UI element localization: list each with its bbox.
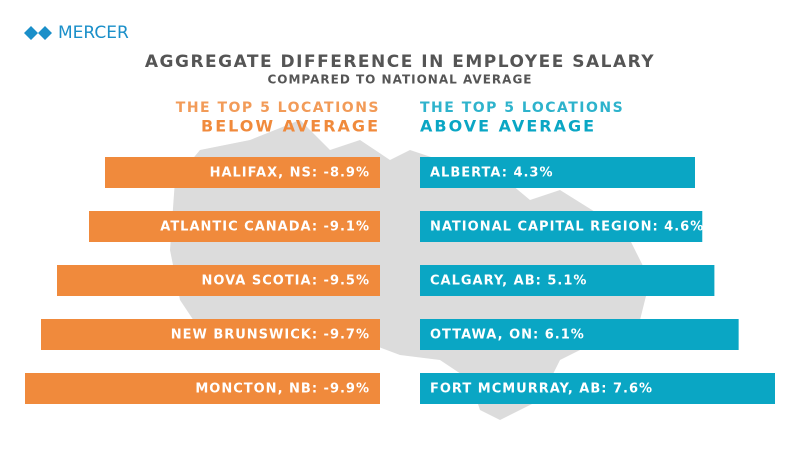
bar-label: ALBERTA: 4.3% [430, 166, 554, 181]
bar-label: OTTAWA, ON: 6.1% [430, 328, 585, 343]
bar [420, 211, 703, 242]
bar [420, 265, 715, 296]
bar-label: NEW BRUNSWICK: -9.7% [171, 328, 370, 343]
bar-label: CALGARY, AB: 5.1% [430, 274, 587, 289]
series-name: BELOW AVERAGE [201, 117, 380, 136]
series-heading: THE TOP 5 LOCATIONS [420, 100, 624, 116]
logo-mark [24, 26, 52, 40]
chart-subtitle: COMPARED TO NATIONAL AVERAGE [267, 73, 532, 87]
bar-label: NATIONAL CAPITAL REGION: 4.6% [430, 220, 704, 235]
chart-title: AGGREGATE DIFFERENCE IN EMPLOYEE SALARY [145, 52, 655, 72]
bar [57, 265, 380, 296]
bar [89, 211, 380, 242]
bar-label: NOVA SCOTIA: -9.5% [202, 274, 370, 289]
series-name: ABOVE AVERAGE [420, 117, 596, 136]
bar [420, 157, 695, 188]
series-heading: THE TOP 5 LOCATIONS [176, 100, 380, 116]
bar-label: MONCTON, NB: -9.9% [195, 382, 370, 397]
brand-name: MERCER [58, 23, 129, 43]
bar-label: FORT MCMURRAY, AB: 7.6% [430, 382, 653, 397]
bar-label: ATLANTIC CANADA: -9.1% [160, 220, 370, 235]
bar [420, 373, 775, 404]
bar-label: HALIFAX, NS: -8.9% [210, 166, 370, 181]
bar [41, 319, 380, 350]
bar [25, 373, 380, 404]
bar [105, 157, 380, 188]
bar [420, 319, 739, 350]
logo: MERCER [24, 23, 129, 43]
